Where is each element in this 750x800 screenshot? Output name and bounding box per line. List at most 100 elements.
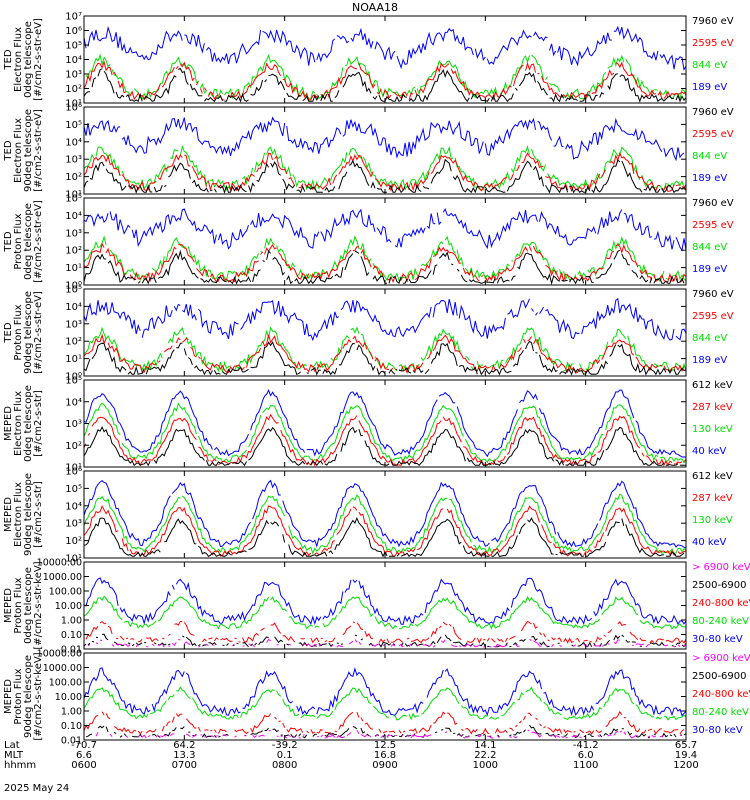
footer-mlt-value: 22.2 bbox=[474, 750, 496, 761]
legend-entry: 130 keV bbox=[692, 515, 733, 526]
trace-blue-panel-3 bbox=[83, 207, 687, 252]
y-axis-label-line: 0deg telescope bbox=[23, 567, 34, 644]
y-tick-label: 10² bbox=[65, 536, 82, 547]
legend-entry: 240-800 keV bbox=[692, 598, 750, 609]
footer-hhmm-value: 0700 bbox=[172, 760, 197, 771]
trace-red-panel-6 bbox=[83, 505, 687, 557]
legend-entry: 7960 eV bbox=[692, 107, 734, 118]
trace-green-panel-7 bbox=[83, 595, 687, 630]
y-tick-label: 100.00 bbox=[49, 678, 82, 689]
y-tick-label: 10² bbox=[65, 172, 82, 183]
footer-row-label: MLT bbox=[4, 750, 24, 761]
panel-frame-6 bbox=[83, 470, 687, 559]
y-axis-label-line: [#/cm2-s-str-eV] bbox=[33, 109, 44, 192]
y-tick-label: 10¹ bbox=[65, 354, 82, 365]
legend-entry: 7960 eV bbox=[692, 289, 734, 300]
legend-entry: 844 eV bbox=[692, 60, 727, 71]
y-tick-label: 10⁵ bbox=[65, 194, 82, 205]
y-axis-label-panel-7: MEPED Proton Flux 0deg telescope [#/cm2-s-s… bbox=[3, 561, 44, 649]
y-axis-label-panel-5: MEPED Electron Flux 0deg telescope [#/cm2-s… bbox=[3, 385, 44, 462]
y-axis-label-line: Electron Flux bbox=[13, 482, 24, 547]
trace-blue-panel-4 bbox=[83, 297, 687, 342]
trace-black-panel-8 bbox=[85, 724, 687, 739]
legend-entry: > 6900 keV bbox=[692, 653, 750, 664]
y-tick-label: 10⁵ bbox=[65, 120, 82, 131]
y-tick-label: 1000.00 bbox=[43, 572, 82, 583]
trace-red-panel-1 bbox=[83, 60, 687, 101]
trace-red-panel-3 bbox=[83, 242, 687, 284]
legend-entry: 844 eV bbox=[692, 333, 727, 344]
footer-hhmm-value: 1100 bbox=[573, 760, 598, 771]
y-axis-label-line: 0deg telescope bbox=[23, 385, 34, 462]
footer-row-label: Lat bbox=[4, 740, 20, 751]
y-tick-label: 100.00 bbox=[49, 587, 82, 598]
y-axis-label-line: [#/cm2-s-str] bbox=[33, 390, 44, 457]
trace-black-panel-2 bbox=[83, 158, 687, 194]
trace-black-panel-7 bbox=[83, 633, 687, 648]
y-tick-label: 10⁴ bbox=[65, 211, 82, 222]
trace-blue-panel-5 bbox=[83, 389, 687, 458]
footer-mlt-value: 19.4 bbox=[675, 750, 697, 761]
footer-mlt-value: 16.8 bbox=[374, 750, 396, 761]
legend-entry: 2595 eV bbox=[692, 220, 734, 231]
footer-mlt-value: 0.1 bbox=[277, 750, 293, 761]
y-tick-label: 10³ bbox=[65, 70, 82, 81]
y-tick-label: 10000.00 bbox=[37, 649, 82, 660]
y-tick-label: 10000.00 bbox=[37, 558, 82, 569]
legend-entry: 2595 eV bbox=[692, 311, 734, 322]
y-axis-label-line: 0deg telescope bbox=[23, 21, 34, 98]
trace-black-panel-3 bbox=[84, 250, 686, 283]
trace-blue-panel-2 bbox=[84, 118, 686, 160]
y-axis-label-line: Proton Flux bbox=[13, 213, 24, 269]
y-axis-label-panel-4: TED Proton Flux 90deg telescope [#/cm2-s-st… bbox=[3, 291, 44, 374]
y-axis-label-line: Proton Flux bbox=[13, 668, 24, 724]
chart-title: NOAA18 bbox=[351, 1, 399, 14]
y-tick-label: 10⁵ bbox=[65, 285, 82, 296]
y-tick-label: 10⁴ bbox=[65, 397, 82, 408]
y-tick-label: 10⁰ bbox=[65, 281, 82, 292]
footer-lat-value: 64.2 bbox=[173, 740, 195, 751]
footer-mlt-value: 6.6 bbox=[76, 750, 92, 761]
y-tick-label: 0.10 bbox=[61, 721, 82, 732]
legend-entry: 612 keV bbox=[692, 380, 733, 391]
y-tick-label: 10¹ bbox=[65, 190, 82, 201]
y-axis-label-line: 90deg telescope bbox=[23, 473, 34, 556]
y-tick-label: 10⁴ bbox=[65, 501, 82, 512]
footer-lat-value: -39.2 bbox=[272, 740, 298, 751]
y-tick-label: 10⁵ bbox=[65, 484, 82, 495]
y-tick-label: 1000.00 bbox=[43, 663, 82, 674]
y-tick-label: 10.00 bbox=[55, 601, 82, 612]
footer-lat-value: 14.1 bbox=[474, 740, 496, 751]
y-axis-label-line: Proton Flux bbox=[13, 304, 24, 360]
footer-hhmm-value: 0900 bbox=[372, 760, 397, 771]
y-tick-label: 10⁵ bbox=[65, 376, 82, 387]
y-tick-label: 10⁷ bbox=[65, 12, 82, 23]
footer-mlt-value: 13.3 bbox=[173, 750, 195, 761]
y-axis-label-line: [#/cm2-s-str-keV] bbox=[33, 652, 44, 740]
y-tick-label: 10⁶ bbox=[65, 103, 82, 114]
y-tick-label: 10³ bbox=[65, 519, 82, 530]
legend-entry: 844 eV bbox=[692, 151, 727, 162]
legend-entry: 240-800 keV bbox=[692, 689, 750, 700]
y-axis-label-panel-6: MEPED Electron Flux 90deg telescope [#/cm2-… bbox=[3, 473, 44, 556]
footer-lat-value: 65.7 bbox=[675, 740, 697, 751]
y-axis-label-line: 0deg telescope bbox=[23, 203, 34, 280]
trace-blue-panel-6 bbox=[83, 479, 687, 548]
footer-hhmm-value: 1200 bbox=[673, 760, 698, 771]
y-axis-label-line: [#/cm2-s-str] bbox=[33, 481, 44, 548]
legend-entry: 189 eV bbox=[692, 264, 727, 275]
legend-entry: 80-240 keV bbox=[692, 616, 749, 627]
y-tick-label: 0.01 bbox=[61, 736, 82, 747]
y-tick-label: 10⁶ bbox=[65, 26, 82, 37]
y-tick-label: 10⁰ bbox=[65, 372, 82, 383]
trace-magenta-panel-7 bbox=[87, 638, 687, 648]
footer-hhmm-value: 0600 bbox=[71, 760, 96, 771]
y-axis-label-panel-3: TED Proton Flux 0deg telescope [#/cm2-s-str… bbox=[3, 200, 44, 283]
legend-entry: 130 keV bbox=[692, 424, 733, 435]
y-tick-label: 10³ bbox=[65, 155, 82, 166]
trace-green-panel-3 bbox=[83, 235, 687, 283]
y-axis-label-line: [#/cm2-s-str-eV] bbox=[33, 18, 44, 101]
y-axis-label-line: 90deg telescope bbox=[23, 655, 34, 738]
legend-entry: > 6900 keV bbox=[692, 562, 750, 573]
